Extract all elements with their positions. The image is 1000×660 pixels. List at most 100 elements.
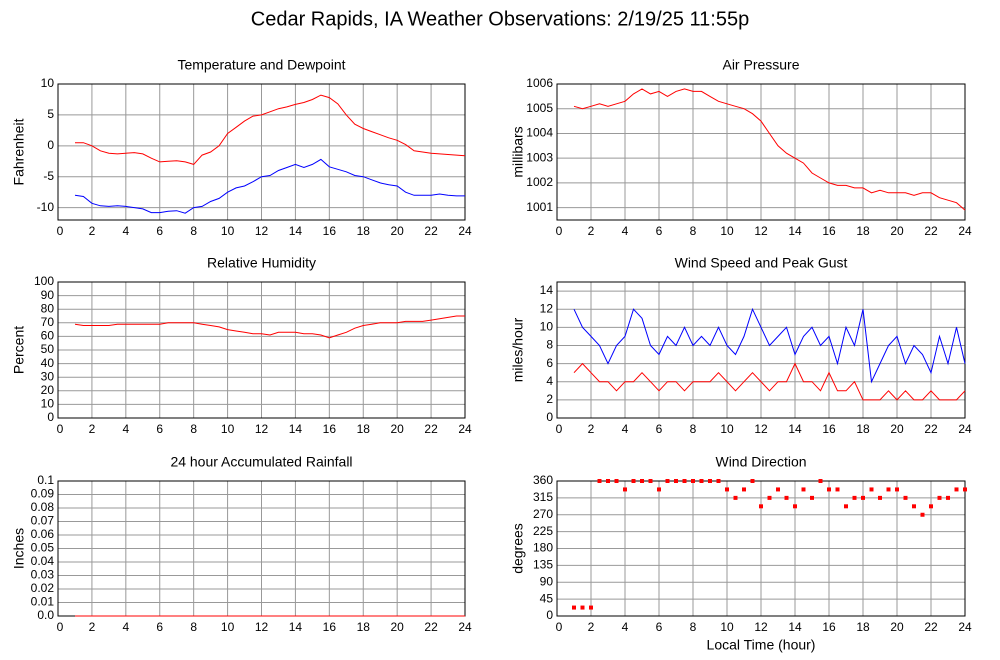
data-point — [903, 495, 908, 500]
y-tick-label: 2 — [546, 392, 553, 406]
data-point — [631, 479, 636, 483]
data-point — [946, 495, 950, 500]
y-tick-label: 50 — [41, 342, 55, 356]
data-point — [648, 479, 653, 483]
x-tick-label: 10 — [720, 224, 734, 238]
y-tick-label: 0.06 — [31, 527, 55, 541]
x-tick-label: 12 — [754, 224, 768, 238]
y-tick-label: 1003 — [526, 150, 553, 164]
y-tick-label: 8 — [546, 338, 553, 352]
data-point — [733, 495, 738, 500]
data-point — [844, 504, 848, 509]
data-point — [759, 504, 763, 509]
x-tick-label: 24 — [958, 620, 972, 634]
data-point — [793, 504, 797, 509]
x-tick-label: 16 — [822, 620, 836, 634]
y-tick-label: 0.07 — [31, 514, 55, 528]
chart-title: Temperature and Dewpoint — [177, 57, 345, 73]
data-point — [725, 487, 729, 492]
data-point — [597, 479, 602, 483]
x-tick-label: 8 — [190, 620, 197, 634]
data-point — [801, 487, 806, 492]
x-tick-label: 18 — [357, 224, 371, 238]
data-point — [818, 479, 823, 483]
x-tick-label: 22 — [924, 224, 938, 238]
chart-title: Wind Speed and Peak Gust — [675, 255, 848, 271]
x-tick-label: 20 — [890, 620, 904, 634]
y-tick-label: 315 — [533, 490, 553, 504]
x-tick-label: 4 — [622, 620, 629, 634]
y-tick-label: 0.05 — [31, 541, 55, 555]
x-tick-label: 18 — [856, 620, 870, 634]
data-point — [920, 512, 925, 517]
data-point — [674, 479, 678, 483]
x-tick-label: 12 — [754, 422, 768, 436]
y-tick-label: 0 — [47, 138, 54, 152]
x-tick-label: 4 — [122, 620, 129, 634]
x-tick-label: 20 — [390, 620, 404, 634]
page-title: Cedar Rapids, IA Weather Observations: 2… — [251, 8, 749, 30]
y-tick-label: 20 — [41, 383, 55, 397]
data-point — [954, 487, 959, 492]
x-tick-label: 18 — [357, 422, 371, 436]
x-tick-label: 0 — [556, 620, 563, 634]
x-tick-label: 14 — [788, 620, 802, 634]
x-tick-label: 0 — [556, 224, 563, 238]
data-point — [767, 495, 772, 500]
x-tick-label: 20 — [890, 422, 904, 436]
data-point — [606, 479, 610, 483]
x-tick-label: 10 — [720, 422, 734, 436]
data-point — [708, 479, 712, 483]
data-point — [912, 504, 916, 509]
x-tick-label: 4 — [122, 422, 129, 436]
y-tick-label: 90 — [41, 288, 55, 302]
data-point — [614, 479, 619, 483]
y-tick-label: 0.01 — [31, 595, 55, 609]
data-point — [572, 605, 576, 610]
x-tick-label: 2 — [588, 224, 595, 238]
y-tick-label: 80 — [41, 301, 55, 315]
data-line — [74, 315, 465, 339]
y-tick-label: 0.04 — [31, 554, 55, 568]
data-point — [861, 495, 865, 500]
data-point — [691, 479, 695, 483]
x-tick-label: 8 — [690, 224, 697, 238]
y-tick-label: 5 — [47, 107, 54, 121]
y-tick-label: 12 — [540, 301, 554, 315]
data-point — [716, 479, 721, 483]
x-tick-label: 16 — [323, 620, 337, 634]
y-tick-label: 270 — [533, 507, 553, 521]
y-tick-label: 135 — [533, 558, 553, 572]
x-tick-label: 14 — [289, 422, 303, 436]
y-tick-label: 10 — [41, 397, 55, 411]
data-point — [657, 487, 661, 492]
x-tick-label: 4 — [622, 422, 629, 436]
y-tick-label: 30 — [41, 369, 55, 383]
plot-frame — [556, 83, 966, 221]
data-line — [573, 88, 966, 211]
data-point — [699, 479, 704, 483]
chart-title: 24 hour Accumulated Rainfall — [170, 454, 352, 470]
x-tick-label: 24 — [958, 422, 972, 436]
x-tick-label: 6 — [156, 620, 163, 634]
y-tick-label: 10 — [41, 76, 55, 90]
x-tick-label: 22 — [424, 620, 438, 634]
y-tick-label: -10 — [37, 200, 55, 214]
data-point — [810, 495, 814, 500]
x-tick-label: 24 — [458, 422, 472, 436]
chart-title: Air Pressure — [722, 57, 799, 73]
x-tick-label: 2 — [89, 422, 96, 436]
y-tick-label: 6 — [546, 356, 553, 370]
x-axis-title: Local Time (hour) — [707, 637, 816, 653]
y-tick-label: -5 — [43, 169, 54, 183]
x-tick-label: 20 — [390, 422, 404, 436]
x-tick-label: 2 — [588, 620, 595, 634]
data-point — [937, 495, 942, 500]
data-line — [74, 158, 465, 214]
x-tick-label: 6 — [656, 224, 663, 238]
x-tick-label: 10 — [221, 422, 235, 436]
x-tick-label: 8 — [690, 422, 697, 436]
y-tick-label: 0.1 — [37, 473, 54, 487]
x-tick-label: 8 — [690, 620, 697, 634]
